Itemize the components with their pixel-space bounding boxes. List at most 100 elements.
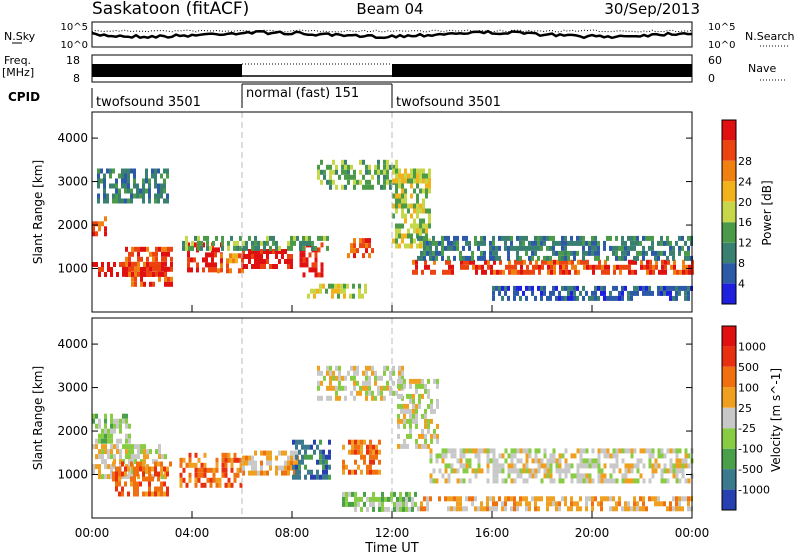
velocity-cell-734 xyxy=(456,458,460,464)
velocity-cell-256 xyxy=(197,472,201,478)
velocity-cell-506 xyxy=(332,375,335,381)
velocity-colorbar-tick-0: 1000 xyxy=(738,340,766,353)
velocity-cell-999 xyxy=(651,453,655,459)
power-cell-1010 xyxy=(510,240,513,246)
power-cell-529 xyxy=(365,164,368,170)
power-cell-1298 xyxy=(657,285,660,291)
velocity-cell-973 xyxy=(627,478,631,484)
velocity-cell-800 xyxy=(507,463,511,469)
power-cell-919 xyxy=(423,240,426,246)
freq-right-label: Nave xyxy=(748,62,776,75)
velocity-cell-725 xyxy=(447,473,451,479)
velocity-cell-1125 xyxy=(420,506,423,512)
velocity-cell-1096 xyxy=(390,491,393,497)
velocity-cell-76 xyxy=(110,469,113,475)
power-cell-1274 xyxy=(615,285,618,291)
power-cell-119 xyxy=(161,251,164,257)
velocity-cell-291 xyxy=(224,472,228,478)
power-cell-98 xyxy=(149,251,152,257)
power-cell-329 xyxy=(269,249,272,254)
velocity-cell-167 xyxy=(121,491,124,497)
velocity-cell-394 xyxy=(304,449,307,455)
power-cell-1133 xyxy=(627,235,630,241)
power-cell-1152 xyxy=(642,255,645,261)
power-cell-1278 xyxy=(621,285,624,291)
velocity-cell-811 xyxy=(513,463,517,469)
velocity-cell-794 xyxy=(501,468,505,474)
power-cell-481 xyxy=(317,164,320,170)
power-cell-1134 xyxy=(627,245,630,251)
power-cell-890 xyxy=(661,259,664,265)
power-cell-188 xyxy=(130,168,133,174)
velocity-cell-1150 xyxy=(471,496,474,502)
velocity-cell-482 xyxy=(378,439,381,445)
power-cell-128 xyxy=(167,246,170,252)
power-cell-613 xyxy=(395,188,398,194)
velocity-cell-489 xyxy=(317,385,320,391)
power-cell-1078 xyxy=(570,250,573,256)
power-cell-1077 xyxy=(570,240,573,246)
velocity-cell-75 xyxy=(110,464,113,470)
power-cell-441 xyxy=(293,235,296,241)
velocity-cell-565 xyxy=(377,390,380,396)
velocity-cell-445 xyxy=(354,439,357,445)
velocity-cell-219 xyxy=(160,466,163,472)
power-cell-211 xyxy=(148,178,151,184)
power-cell-373 xyxy=(317,247,321,253)
velocity-cell-819 xyxy=(519,458,523,464)
power-cell-458 xyxy=(323,235,326,241)
power-cell-637 xyxy=(401,188,404,194)
power-cell-471 xyxy=(362,238,365,244)
velocity-cell-958 xyxy=(615,478,619,484)
power-scatter-cells xyxy=(92,112,694,312)
velocity-cell-254 xyxy=(197,457,201,463)
velocity-cell-537 xyxy=(356,390,359,396)
velocity-cell-759 xyxy=(474,468,478,474)
power-cell-1292 xyxy=(642,290,645,296)
velocity-cell-6 xyxy=(98,423,101,429)
velocity-cell-587 xyxy=(398,370,401,376)
velocity-cell-1141 xyxy=(456,501,459,507)
power-cell-764 xyxy=(463,259,466,265)
power-cell-914 xyxy=(417,255,420,261)
velocity-cell-864 xyxy=(549,473,553,479)
power-cell-155 xyxy=(109,168,112,174)
power-cell-291 xyxy=(232,258,235,264)
velocity-cell-820 xyxy=(519,468,523,474)
power-cell-319 xyxy=(260,249,263,254)
power-cell-438 xyxy=(290,235,293,241)
power-cell-1089 xyxy=(582,245,585,251)
velocity-cell-154 xyxy=(115,466,118,472)
power-cell-1167 xyxy=(660,240,663,246)
velocity-cell-685 xyxy=(430,398,433,404)
power-cell-64 xyxy=(128,261,131,267)
velocity-cell-16 xyxy=(104,433,107,439)
freq-right-tick-top: 60 xyxy=(708,54,722,67)
velocity-cell-524 xyxy=(347,370,350,376)
velocity-cell-361 xyxy=(290,455,293,461)
velocity-cell-944 xyxy=(606,478,610,484)
velocity-cell-247 xyxy=(191,462,195,468)
power-cell-526 xyxy=(362,159,365,165)
power-cell-800 xyxy=(520,264,523,270)
velocity-cell-381 xyxy=(295,469,298,475)
power-cell-1238 xyxy=(561,295,564,301)
power-cell-194 xyxy=(133,178,136,184)
velocity-cell-1011 xyxy=(660,468,664,474)
velocity-cell-62 xyxy=(101,474,104,480)
power-cell-730 xyxy=(425,233,428,239)
power-colorbar-swatch-7 xyxy=(722,140,736,161)
power-cell-1066 xyxy=(561,250,564,256)
power-cell-283 xyxy=(220,263,223,269)
power-cell-533 xyxy=(368,164,371,170)
freq-left-tick-top: 18 xyxy=(66,54,80,67)
velocity-cell-43 xyxy=(125,438,128,444)
power-cell-832 xyxy=(562,269,565,275)
power-cell-212 xyxy=(148,183,151,189)
power-cell-153 xyxy=(106,193,109,199)
power-cell-863 xyxy=(613,269,616,275)
power-cell-297 xyxy=(241,258,244,264)
noise-panel: N.Sky 10^5 10^0 10^5 10^0 N.Search xyxy=(4,21,795,51)
power-cell-1035 xyxy=(534,240,537,246)
power-cell-94 xyxy=(143,281,146,287)
